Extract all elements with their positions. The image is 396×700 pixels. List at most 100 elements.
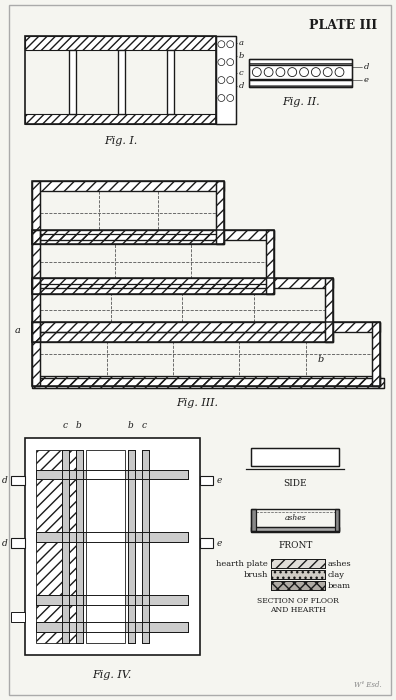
Text: PLATE III: PLATE III [309,20,377,32]
Bar [32,279,40,342]
Bar [251,510,339,531]
Bar [32,284,274,294]
Bar [217,36,236,124]
Bar [249,79,352,87]
Bar [25,114,217,124]
Bar [32,279,40,342]
Bar [62,449,69,643]
Text: Fig. III.: Fig. III. [176,398,218,408]
Bar [167,50,174,114]
Bar [32,376,380,386]
Bar [118,50,125,114]
Bar [217,36,236,124]
Bar [32,378,384,388]
Bar [32,332,333,342]
Text: d: d [364,63,369,71]
Bar [32,378,384,388]
Bar [217,181,224,244]
Bar [167,50,174,114]
Bar [36,532,188,542]
Bar [32,322,40,386]
Bar [270,570,325,579]
Bar [32,378,384,388]
Bar [32,332,333,342]
Text: a: a [15,326,21,335]
Bar [325,279,333,342]
Bar [372,322,380,386]
Text: Fig. I.: Fig. I. [104,136,137,146]
Bar [32,234,224,244]
Bar [335,510,339,531]
Bar [217,181,224,244]
Bar [270,570,325,579]
Text: d: d [2,476,8,485]
Text: FRONT: FRONT [278,541,312,550]
Text: a: a [239,39,244,47]
Bar [32,181,40,244]
Text: W⁴ Esd.: W⁴ Esd. [354,680,382,689]
Text: hearth plate: hearth plate [216,559,268,568]
Bar [32,230,274,294]
Bar [270,559,325,568]
Bar [32,376,380,386]
Bar [270,581,325,590]
Text: b: b [76,421,82,430]
Bar [36,470,188,480]
Text: ashes: ashes [327,559,351,568]
Bar [36,470,188,480]
Text: c: c [239,69,244,77]
Bar [32,234,224,244]
Bar [142,449,148,643]
Bar [32,230,274,240]
Text: d: d [239,82,244,90]
Bar [32,234,224,244]
Bar [32,181,40,244]
Bar [325,279,333,342]
Bar [32,332,333,342]
Bar [36,532,188,542]
Bar [69,50,76,114]
Bar [36,622,188,632]
Bar [142,449,148,643]
Bar [11,538,25,548]
Bar [118,50,125,114]
Bar [36,622,188,632]
Text: e: e [217,476,222,485]
Text: ashes: ashes [284,514,306,522]
Bar [372,322,380,386]
Bar [266,230,274,294]
Bar [266,230,274,294]
Bar [325,279,333,342]
Bar [32,181,224,190]
Bar [32,322,380,332]
Bar [249,79,352,87]
Text: c: c [62,421,67,430]
Text: d: d [2,539,8,547]
Bar [270,570,325,579]
Bar [32,181,224,244]
Bar [11,475,25,486]
Bar [36,595,188,605]
Bar [86,449,125,643]
Bar [128,449,135,643]
Bar [36,595,188,605]
Text: brush: brush [243,570,268,579]
Bar [25,36,217,50]
Text: SIDE: SIDE [284,480,307,489]
Bar [32,279,40,342]
Bar [251,510,256,531]
Bar [32,322,40,386]
Bar [217,181,224,244]
Bar [251,447,339,466]
Bar [249,60,352,65]
Bar [11,612,25,622]
Bar [32,230,274,240]
Bar [32,279,333,342]
Text: Fig. II.: Fig. II. [282,97,320,107]
Bar [32,181,224,190]
Bar [25,36,217,124]
Text: c: c [142,421,147,430]
Bar [32,230,40,294]
Bar [32,322,380,332]
Bar [32,279,333,288]
